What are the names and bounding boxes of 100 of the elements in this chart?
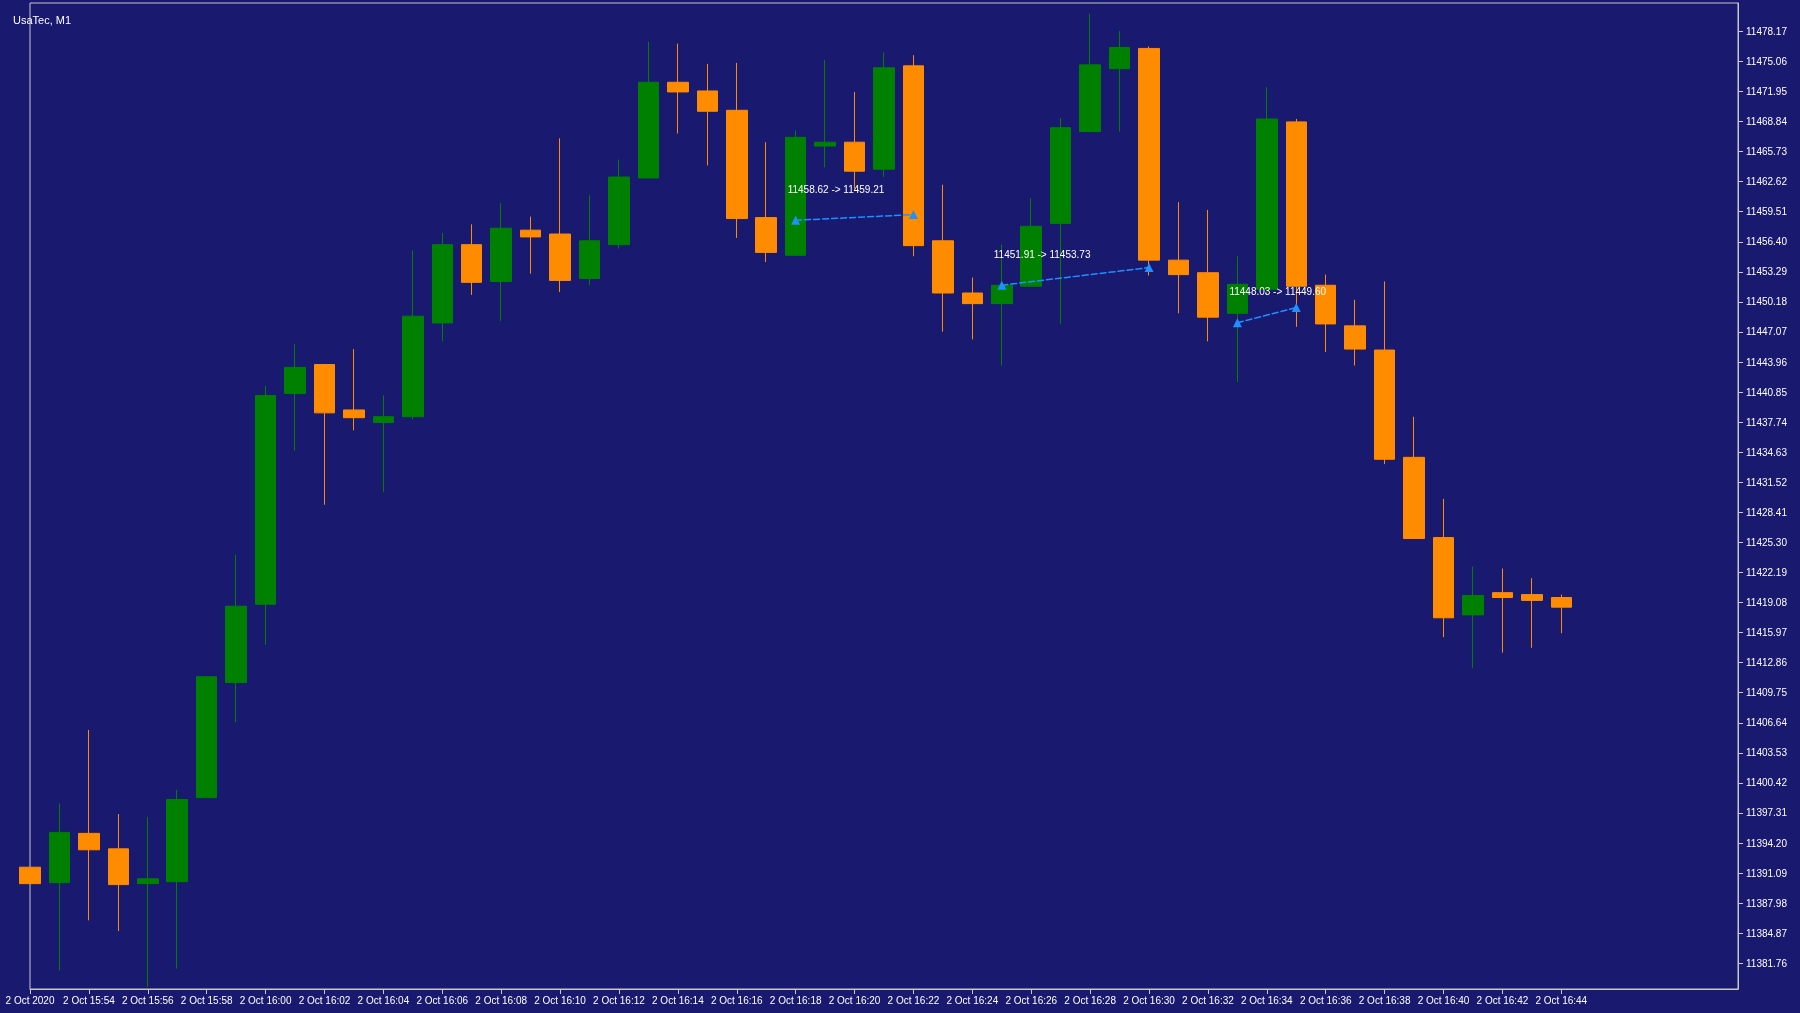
y-tick-label: 11478.17: [1746, 25, 1788, 37]
y-tick-label: 11394.20: [1746, 837, 1788, 849]
candlestick: [638, 41, 659, 179]
candlestick: [402, 249, 424, 421]
x-tick-label: 2 Oct 16:30: [1123, 994, 1176, 1006]
candlestick: [314, 364, 335, 506]
candlestick: [196, 676, 217, 799]
y-tick-label: 11381.76: [1746, 957, 1788, 969]
y-tick-label: 11450.18: [1746, 296, 1788, 308]
x-tick-label: 2 Oct 16:00: [239, 994, 292, 1006]
candlestick: [873, 51, 895, 178]
y-tick-label: 11456.40: [1746, 236, 1788, 248]
x-tick-label: 2 Oct 16:26: [1005, 994, 1058, 1006]
y-tick-label: 11462.62: [1746, 176, 1788, 188]
y-tick-label: 11459.51: [1746, 206, 1788, 218]
candlestick: [962, 277, 983, 340]
candlestick: [461, 223, 482, 296]
x-tick-label: 2 Oct 15:58: [180, 994, 233, 1006]
candlestick: [549, 137, 571, 293]
y-tick-label: 11453.29: [1746, 266, 1788, 278]
candlestick: [225, 554, 247, 723]
candlestick: [1344, 299, 1366, 366]
candlestick: [726, 62, 748, 239]
candlestick: [1521, 577, 1543, 649]
annotation: 11458.62 -> 11459.21: [787, 183, 885, 195]
y-tick-label: 11387.98: [1746, 897, 1788, 909]
x-tick-label: 2 Oct 16:34: [1240, 994, 1294, 1006]
y-tick-label: 11431.52: [1746, 476, 1788, 488]
candlestick: [903, 54, 924, 257]
x-tick-label: 2 Oct 16:20: [828, 994, 881, 1006]
y-tick-label: 11403.53: [1746, 747, 1788, 759]
x-tick-label: 2 Oct 15:54: [63, 994, 116, 1006]
y-tick-label: 11422.19: [1746, 566, 1788, 578]
x-tick-label: 2 Oct 16:06: [416, 994, 469, 1006]
x-tick-label: 2 Oct 16:36: [1299, 994, 1353, 1006]
x-tick-label: 2 Oct 16:04: [357, 994, 410, 1006]
x-tick-label: 2 Oct 16:44: [1535, 994, 1588, 1006]
x-tick-label: 2 Oct 16:24: [946, 994, 999, 1006]
candlestick: [1138, 46, 1160, 277]
x-tick-label: 2 Oct 16:42: [1476, 994, 1529, 1006]
candlestick: [1109, 30, 1130, 133]
candlestick: [520, 216, 541, 275]
candlestick: [255, 385, 276, 646]
x-tick-label: 2 Oct 15:56: [121, 994, 175, 1006]
y-tick-label: 11406.64: [1746, 717, 1788, 729]
candlestick: [1079, 13, 1101, 133]
candlestick: [932, 184, 954, 333]
candlestick: [343, 348, 365, 431]
candlestick: [432, 232, 453, 342]
x-tick-label: 2 Oct 16:38: [1358, 994, 1411, 1006]
y-tick-label: 11384.87: [1746, 927, 1788, 939]
candlestick: [490, 202, 512, 322]
y-tick-label: 11468.84: [1746, 116, 1788, 128]
x-tick-label: 2 Oct 16:14: [652, 994, 705, 1006]
y-tick-label: 11428.41: [1746, 506, 1788, 518]
candlestick: [373, 394, 394, 493]
x-tick-label: 2 Oct 16:10: [534, 994, 587, 1006]
candlestick: [1433, 498, 1454, 638]
x-tick-label: 2 Oct 16:02: [298, 994, 351, 1006]
candlestick: [1492, 568, 1513, 654]
x-tick-label: 2 Oct 16:22: [887, 994, 940, 1006]
candlestick: [1462, 566, 1484, 669]
candlestick: [667, 43, 689, 134]
y-tick-label: 11465.73: [1746, 146, 1788, 158]
candlestick: [1551, 594, 1572, 634]
candlestick: [755, 141, 777, 263]
candlestick: [1403, 416, 1425, 540]
y-tick-label: 11419.08: [1746, 597, 1788, 609]
candlestick: [166, 789, 188, 970]
annotation: 11451.91 -> 11453.73: [993, 248, 1091, 260]
x-tick-label: 2 Oct 2020: [5, 994, 55, 1006]
candlestick: [697, 63, 718, 166]
candlestick: [78, 729, 100, 921]
candlestick: [608, 159, 630, 250]
y-tick-label: 11412.86: [1746, 657, 1788, 669]
candlestick: [579, 194, 600, 286]
y-tick-label: 11409.75: [1746, 687, 1788, 699]
candlestick: [19, 866, 41, 885]
candlestick: [49, 802, 70, 972]
y-tick-label: 11415.97: [1746, 627, 1788, 639]
y-tick-label: 11437.74: [1746, 416, 1788, 428]
text: UsaTec, M1: [13, 13, 72, 26]
x-tick-label: 2 Oct 16:32: [1182, 994, 1235, 1006]
y-tick-label: 11475.06: [1746, 55, 1788, 67]
x-tick-label: 2 Oct 16:40: [1417, 994, 1470, 1006]
y-tick-label: 11425.30: [1746, 536, 1788, 548]
candlestick: [1168, 201, 1189, 314]
y-tick-label: 11391.09: [1746, 867, 1788, 879]
y-tick-label: 11400.42: [1746, 777, 1788, 789]
y-tick-label: 11440.85: [1746, 386, 1788, 398]
y-tick-label: 11471.95: [1746, 85, 1788, 97]
y-tick-label: 11447.07: [1746, 326, 1788, 338]
x-tick-label: 2 Oct 16:18: [769, 994, 822, 1006]
candlestick: [1374, 280, 1395, 465]
candlestick: [284, 343, 306, 452]
y-tick-label: 11397.31: [1746, 807, 1788, 819]
candlestick: [1197, 209, 1219, 342]
x-tick-label: 2 Oct 16:28: [1064, 994, 1117, 1006]
candlestick: [108, 813, 129, 932]
y-tick-label: 11434.63: [1746, 446, 1788, 458]
